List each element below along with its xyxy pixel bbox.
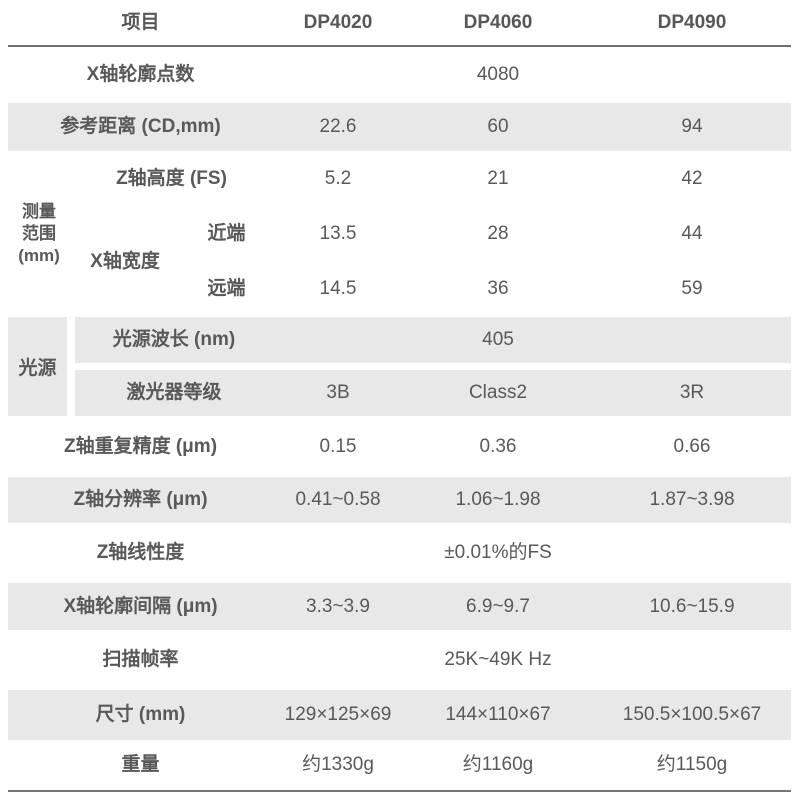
merged-value: 4080 [476, 64, 520, 86]
cell-dp4020: 3B [273, 370, 403, 416]
cell-dp4090: 10.6~15.9 [649, 595, 735, 617]
x-width-label: X轴宽度 [90, 250, 160, 272]
section-measure-range: 测量 范围 (mm) Z轴高度 (FS) 5.2 21 42 X轴宽度 近端 1… [8, 151, 791, 317]
light-source-group-label: 光源 [8, 317, 67, 416]
cell-dp4090: 3R [593, 370, 791, 416]
row-dimensions: 尺寸 (mm) 129×125×69 144×110×67 150.5×100.… [8, 690, 791, 740]
wavelength-label: 光源波长 (nm) [112, 329, 236, 351]
table-header-row: 项目 DP4020 DP4060 DP4090 [8, 0, 791, 47]
row-label: X轴轮廓间隔 (μm) [63, 595, 218, 617]
cell-dp4090: 约1150g [656, 754, 728, 776]
cell-dp4020: 129×125×69 [284, 704, 392, 726]
cell-dp4060: 6.9~9.7 [466, 595, 530, 617]
near-end-label: 近端 [207, 222, 246, 244]
row-x-profile-interval: X轴轮廓间隔 (μm) 3.3~3.9 6.9~9.7 10.6~15.9 [8, 583, 791, 630]
row-scan-rate: 扫描帧率 25K~49K Hz [8, 630, 791, 690]
merged-value: 25K~49K Hz [444, 649, 552, 671]
group-label-line1: 测量 [22, 202, 56, 221]
cell-dp4090: 150.5×100.5×67 [622, 704, 762, 726]
laser-class-dp4020: 3B [326, 382, 350, 404]
cell-dp4060: Class2 [403, 370, 593, 416]
group-label-line2: 范围 [22, 224, 56, 243]
row-label: 重量 [121, 754, 160, 776]
wavelength-label-cell: 光源波长 (nm) [75, 317, 273, 363]
row-label: Z轴重复精度 (μm) [63, 435, 218, 457]
row-reference-distance: 参考距离 (CD,mm) 22.6 60 94 [8, 103, 791, 151]
section-light-source: 光源 光源波长 (nm) 405 激光器等级 3B Class2 3R [8, 317, 791, 416]
cell-dp4020: 14.5 [319, 278, 357, 300]
cell-dp4060: 60 [487, 116, 509, 138]
laser-class-label-cell: 激光器等级 [75, 370, 273, 416]
cell-dp4060: 0.36 [479, 435, 517, 457]
wavelength-value: 405 [482, 329, 514, 351]
cell-dp4020: 约1330g [302, 754, 374, 776]
cell-dp4090: 94 [681, 116, 703, 138]
group-label-line3: (mm) [18, 246, 60, 265]
row-label: Z轴线性度 [96, 542, 185, 564]
row-z-resolution: Z轴分辨率 (μm) 0.41~0.58 1.06~1.98 1.87~3.98 [8, 477, 791, 523]
cell-dp4020: 13.5 [319, 222, 357, 244]
cell-dp4090: 0.66 [673, 435, 711, 457]
row-label: X轴轮廓点数 [86, 64, 195, 86]
cell-dp4060: 约1160g [462, 754, 534, 776]
header-model-dp4060: DP4060 [463, 11, 533, 33]
cell-dp4090: 59 [681, 278, 703, 300]
cell-dp4020: 0.15 [319, 435, 357, 457]
row-label: 尺寸 (mm) [95, 704, 186, 726]
merged-value-cell: 405 [403, 317, 593, 363]
spec-table: 项目 DP4020 DP4060 DP4090 X轴轮廓点数 4080 参考距离… [8, 0, 791, 792]
cell-dp4020: 22.6 [319, 116, 357, 138]
far-end-label: 远端 [207, 278, 246, 300]
cell-dp4090: 42 [681, 167, 703, 189]
cell-dp4060: 36 [487, 278, 509, 300]
cell-dp4090: 44 [681, 222, 703, 244]
cell-dp4020: 0.41~0.58 [295, 489, 381, 511]
merged-value: ±0.01%的FS [444, 542, 552, 564]
cell-dp4020: 5.2 [324, 167, 352, 189]
laser-class-dp4090: 3R [679, 382, 705, 404]
laser-class-label: 激光器等级 [126, 382, 222, 404]
cell-dp4090: 1.87~3.98 [649, 489, 735, 511]
row-z-linearity: Z轴线性度 ±0.01%的FS [8, 523, 791, 583]
cell-dp4060: 144×110×67 [445, 704, 551, 726]
measure-range-group-label: 测量 范围 (mm) [8, 201, 70, 267]
table-bottom-rule [8, 790, 791, 792]
row-label: 参考距离 (CD,mm) [60, 116, 221, 138]
spacer [593, 317, 791, 363]
spacer [273, 317, 403, 363]
header-model-dp4090: DP4090 [657, 11, 727, 33]
cell-dp4060: 1.06~1.98 [455, 489, 541, 511]
header-item: 项目 [121, 11, 160, 33]
laser-class-dp4060: Class2 [468, 382, 528, 404]
header-model-dp4020: DP4020 [303, 11, 373, 33]
cell-dp4060: 21 [487, 167, 509, 189]
row-weight: 重量 约1330g 约1160g 约1150g [8, 740, 791, 790]
cell-dp4060: 28 [487, 222, 509, 244]
row-label: Z轴分辨率 (μm) [73, 489, 208, 511]
z-height-label: Z轴高度 (FS) [116, 167, 227, 189]
row-x-profile-points: X轴轮廓点数 4080 [8, 47, 791, 103]
cell-dp4020: 3.3~3.9 [306, 595, 370, 617]
row-label: 扫描帧率 [102, 649, 179, 671]
row-z-repeatability: Z轴重复精度 (μm) 0.15 0.36 0.66 [8, 416, 791, 477]
